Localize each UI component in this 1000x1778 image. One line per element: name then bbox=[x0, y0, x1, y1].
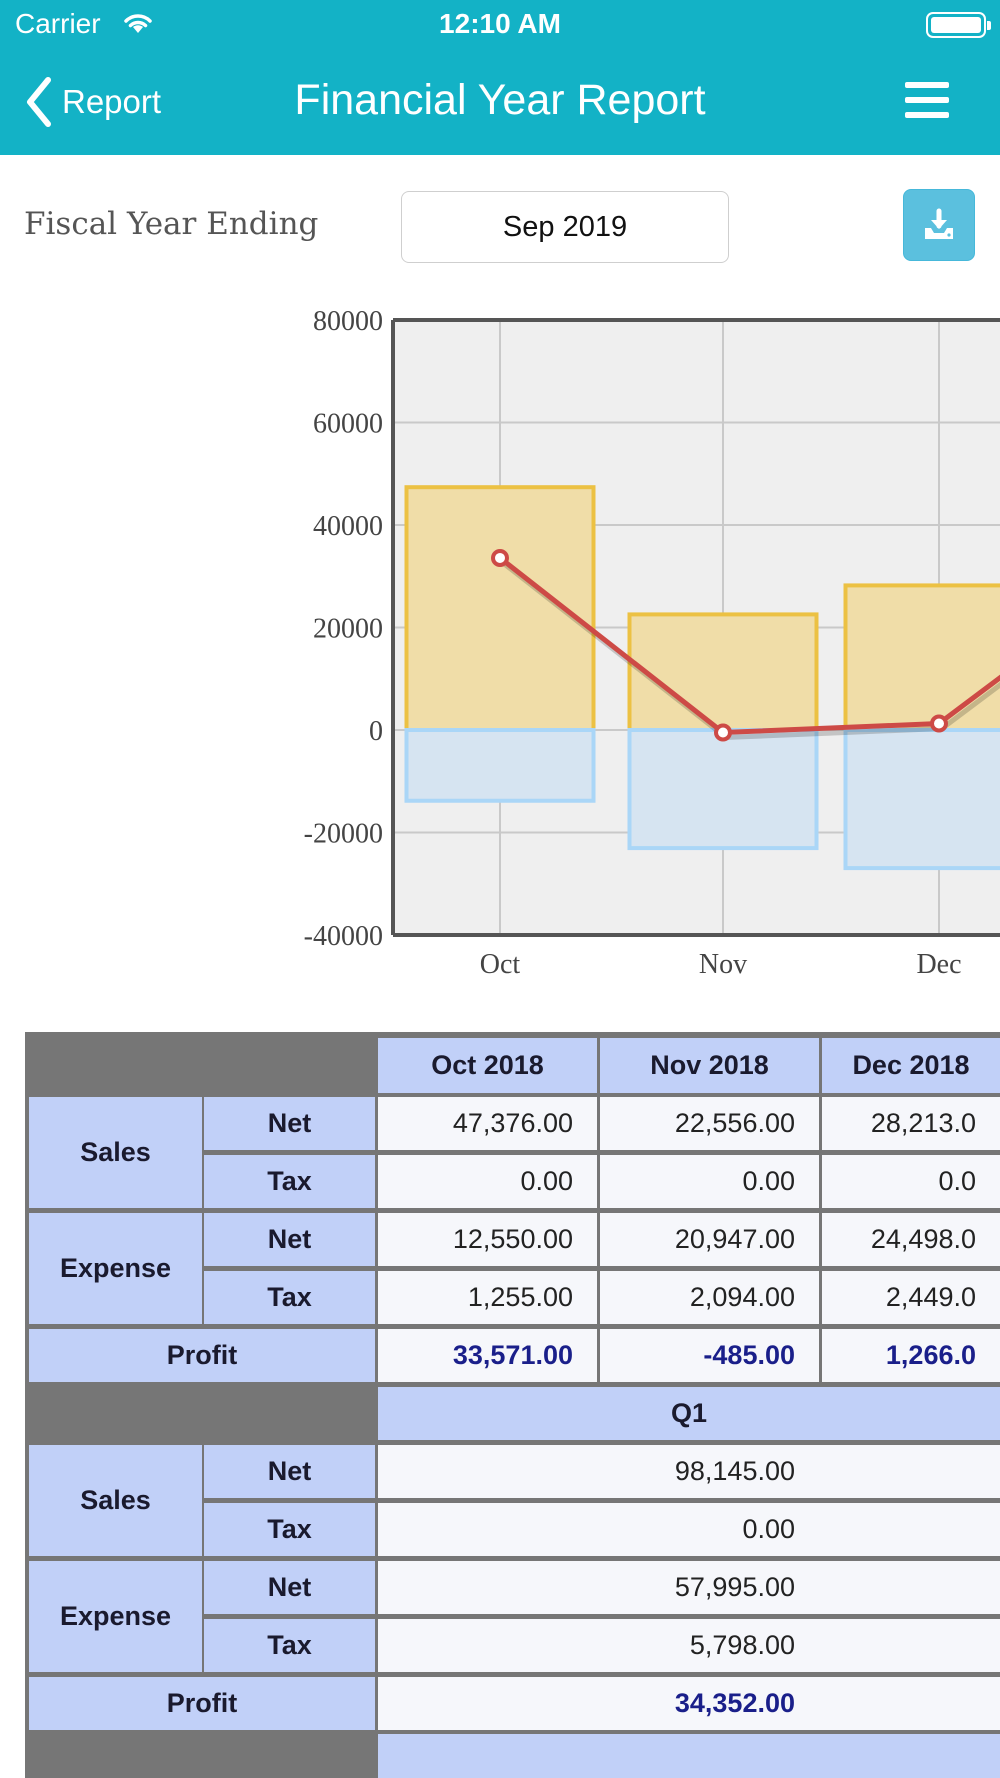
sales-label: Sales bbox=[29, 1097, 202, 1208]
expense-label: Expense bbox=[29, 1213, 202, 1324]
fiscal-year-label: Fiscal Year Ending bbox=[24, 206, 319, 242]
battery-icon bbox=[926, 12, 991, 38]
sales-label: Sales bbox=[29, 1445, 202, 1556]
sales-tax-value: 0.0 bbox=[822, 1155, 1000, 1208]
expense-net-value: 20,947.00 bbox=[600, 1213, 819, 1266]
y-tick-label: 40000 bbox=[313, 511, 383, 542]
y-tick-label: 20000 bbox=[313, 614, 383, 645]
carrier-label: Carrier bbox=[15, 8, 101, 39]
profit-point bbox=[491, 548, 509, 567]
sales-net-value: 28,213.0 bbox=[822, 1097, 1000, 1150]
quarter-profit-row: 34,352.00 bbox=[378, 1677, 1000, 1730]
sales-bar bbox=[627, 612, 819, 733]
net-label: Net bbox=[204, 1445, 375, 1498]
hamburger-menu-icon[interactable] bbox=[905, 82, 949, 120]
profit-label: Profit bbox=[29, 1677, 375, 1730]
sales-tax-value: 0.00 bbox=[742, 1514, 795, 1544]
y-tick-label: -20000 bbox=[304, 819, 383, 850]
profit-point bbox=[930, 714, 948, 733]
back-button-label: Report bbox=[62, 83, 162, 120]
tax-label: Tax bbox=[204, 1155, 375, 1208]
y-tick-label: 60000 bbox=[313, 409, 383, 440]
y-tick-label: -40000 bbox=[304, 921, 383, 952]
x-tick-label: Dec bbox=[916, 949, 961, 980]
profit-label: Profit bbox=[29, 1329, 375, 1382]
expense-net-value: 24,498.0 bbox=[822, 1213, 1000, 1266]
download-button[interactable] bbox=[903, 189, 975, 261]
sales-tax-value: 0.00 bbox=[600, 1155, 819, 1208]
x-tick-label: Nov bbox=[699, 949, 747, 980]
fiscal-year-select[interactable]: Sep 2019 bbox=[401, 191, 729, 263]
quarter-row: 5,798.00 bbox=[378, 1619, 1000, 1672]
net-label: Net bbox=[204, 1213, 375, 1266]
y-tick-label: 80000 bbox=[313, 306, 383, 337]
top-bar: Carrier 12:10 AM Report Financial Year R… bbox=[0, 0, 1000, 155]
chevron-left-icon bbox=[27, 77, 51, 127]
tax-label: Tax bbox=[204, 1271, 375, 1324]
download-icon bbox=[925, 208, 953, 239]
status-time: 12:10 AM bbox=[439, 8, 561, 39]
profit-value: 1,266.0 bbox=[822, 1329, 1000, 1382]
financial-chart: 80000 60000 40000 20000 0 -20000 -40000 Oct Nov D… bbox=[304, 306, 1000, 980]
sales-net-value: 47,376.00 bbox=[378, 1097, 597, 1150]
tax-label: Tax bbox=[204, 1503, 375, 1556]
profit-value: 34,352.00 bbox=[674, 1688, 795, 1718]
expense-net-value: 12,550.00 bbox=[378, 1213, 597, 1266]
profit-value: 33,571.00 bbox=[378, 1329, 597, 1382]
profit-line bbox=[498, 555, 1000, 736]
y-tick-label: 0 bbox=[369, 716, 383, 747]
expense-net-value: 57,995.00 bbox=[674, 1572, 795, 1602]
month-header: Dec 2018 bbox=[822, 1038, 1000, 1093]
back-button[interactable]: Report bbox=[24, 74, 161, 130]
expense-tax-value: 1,255.00 bbox=[378, 1271, 597, 1324]
x-tick-label: Oct bbox=[480, 949, 521, 980]
wifi-icon bbox=[124, 14, 152, 33]
expense-bar bbox=[627, 728, 819, 851]
quarter-header: Q1 bbox=[378, 1387, 1000, 1440]
expense-tax-value: 5,798.00 bbox=[689, 1630, 795, 1660]
quarter-row: 98,145.00 bbox=[378, 1445, 1000, 1498]
sales-tax-value: 0.00 bbox=[378, 1155, 597, 1208]
page-title: Financial Year Report bbox=[294, 76, 706, 124]
net-label: Net bbox=[204, 1097, 375, 1150]
profit-value: -485.00 bbox=[600, 1329, 819, 1382]
expense-bar bbox=[843, 728, 1000, 871]
expense-bar bbox=[404, 728, 596, 803]
financial-table: Oct 2018 Nov 2018 Dec 2018 Sales Expense Net T… bbox=[25, 1032, 1000, 1778]
next-section-header bbox=[378, 1734, 1000, 1778]
sales-net-value: 98,145.00 bbox=[674, 1456, 795, 1486]
month-header: Oct 2018 bbox=[378, 1038, 597, 1093]
expense-tax-value: 2,449.0 bbox=[822, 1271, 1000, 1324]
sales-bar bbox=[843, 583, 1000, 733]
sales-net-value: 22,556.00 bbox=[600, 1097, 819, 1150]
month-header: Nov 2018 bbox=[600, 1038, 819, 1093]
expense-label: Expense bbox=[29, 1561, 202, 1672]
quarter-row: 57,995.00 bbox=[378, 1561, 1000, 1614]
expense-tax-value: 2,094.00 bbox=[600, 1271, 819, 1324]
profit-point bbox=[714, 723, 732, 742]
quarter-row: 0.00 bbox=[378, 1503, 1000, 1556]
tax-label: Tax bbox=[204, 1619, 375, 1672]
net-label: Net bbox=[204, 1561, 375, 1614]
